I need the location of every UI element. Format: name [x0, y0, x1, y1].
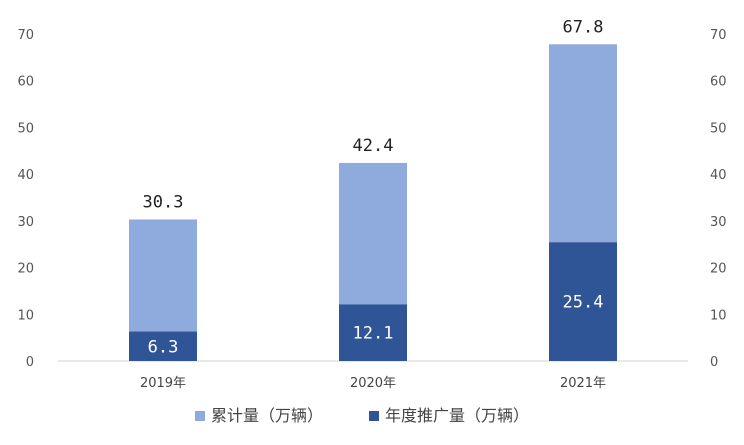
y2-tick-label: 50	[710, 121, 727, 136]
data-label-cumulative: 30.3	[143, 192, 184, 212]
legend: 累计量（万辆） 年度推广量（万辆）	[195, 406, 529, 425]
y2-tick-label: 30	[710, 215, 727, 230]
x-tick-label: 2019年	[140, 376, 186, 391]
legend-label-annual: 年度推广量（万辆）	[385, 406, 529, 425]
y-tick-label: 20	[17, 262, 34, 277]
data-label-cumulative: 67.8	[563, 17, 604, 37]
bar-annual	[129, 331, 197, 361]
y-tick-label: 10	[17, 308, 34, 323]
y-tick-label: 40	[17, 168, 34, 183]
bar-annual	[339, 304, 407, 361]
legend-label-cumulative: 累计量（万辆）	[211, 406, 323, 425]
y2-tick-label: 40	[710, 168, 727, 183]
left-y-axis: 0 10 20 30 40 50 60 70	[17, 28, 34, 370]
bar-annual	[549, 242, 617, 361]
data-label-annual: 25.4	[563, 293, 604, 313]
y-tick-label: 70	[17, 28, 34, 43]
data-label-annual: 6.3	[148, 337, 179, 357]
right-y-axis: 0 10 20 30 40 50 60 70	[710, 28, 727, 370]
y2-tick-label: 10	[710, 308, 727, 323]
y-tick-label: 0	[26, 355, 34, 370]
data-label-annual: 12.1	[353, 324, 394, 344]
y-tick-label: 50	[17, 121, 34, 136]
y2-tick-label: 0	[710, 355, 718, 370]
legend-swatch-annual	[369, 411, 379, 421]
y-tick-label: 30	[17, 215, 34, 230]
category-labels: 2019年 2020年 2021年	[140, 376, 606, 391]
x-tick-label: 2021年	[560, 376, 606, 391]
data-label-cumulative: 42.4	[353, 136, 394, 156]
y2-tick-label: 20	[710, 262, 727, 277]
bars-group: 30.3 6.3 42.4 12.1 67.8 25.4	[129, 17, 617, 362]
legend-swatch-cumulative	[195, 411, 205, 421]
y2-tick-label: 60	[710, 75, 727, 90]
y-tick-label: 60	[17, 75, 34, 90]
x-tick-label: 2020年	[350, 376, 396, 391]
y2-tick-label: 70	[710, 28, 727, 43]
